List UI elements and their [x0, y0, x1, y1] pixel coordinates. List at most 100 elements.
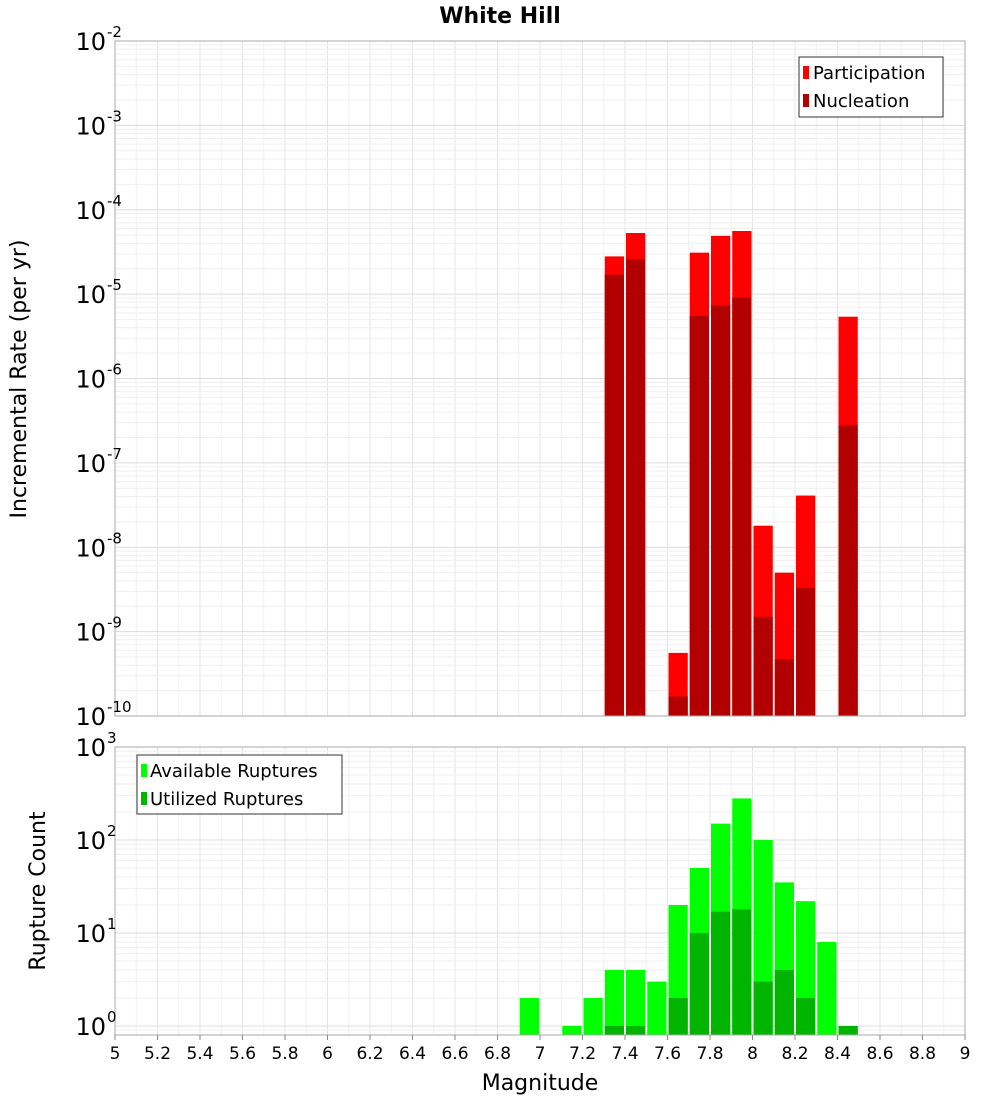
- x-tick-label: 8.4: [824, 1044, 851, 1064]
- x-tick-label: 8: [747, 1044, 758, 1064]
- x-tick-label: 8.2: [781, 1044, 808, 1064]
- x-tick-label: 7: [535, 1044, 546, 1064]
- count-available-ruptures-bar: [583, 997, 603, 1035]
- rate-y-tick: 10 -7: [75, 445, 122, 478]
- rate-y-tick: 10 -5: [75, 276, 122, 309]
- count-utilized-ruptures-bar: [689, 932, 709, 1035]
- count-available-ruptures-bar: [647, 981, 667, 1035]
- count-y-axis-label: Rupture Count: [26, 811, 51, 971]
- count-utilized-ruptures-bar: [668, 997, 688, 1035]
- legend-swatch-nucleation: [803, 94, 809, 107]
- rate-plot-frame: [114, 40, 966, 717]
- count-utilized-ruptures-bar: [753, 981, 773, 1035]
- legend-swatch-utilized: [141, 792, 147, 805]
- rate-y-tick: 10 -6: [75, 361, 122, 394]
- rate-legend: Participation Nucleation: [798, 56, 944, 118]
- rate-nucleation-bar: [668, 696, 688, 716]
- rate-nucleation-bar: [626, 259, 646, 716]
- count-utilized-ruptures-bar: [732, 909, 752, 1035]
- x-tick-label: 6.4: [399, 1044, 426, 1064]
- y-tick-base: 10: [75, 281, 106, 309]
- y-tick-base: 10: [75, 28, 106, 56]
- x-tick-label: 5.6: [229, 1044, 256, 1064]
- y-tick-exponent: 3: [107, 729, 117, 747]
- x-tick-label: 5.2: [144, 1044, 171, 1064]
- rate-y-tick: 10 -3: [75, 107, 122, 140]
- y-tick-exponent: -8: [107, 529, 122, 547]
- legend-label-participation: Participation: [813, 63, 925, 84]
- x-tick-label: 9: [960, 1044, 971, 1064]
- y-tick-base: 10: [75, 920, 106, 948]
- count-legend: Available Ruptures Utilized Ruptures: [136, 754, 343, 815]
- count-y-tick: 10 2: [75, 822, 116, 855]
- count-y-tick: 10 0: [75, 1008, 116, 1041]
- count-utilized-ruptures-bar: [796, 997, 816, 1035]
- rate-y-tick: 10 -9: [75, 614, 122, 647]
- rate-nucleation-bar: [689, 316, 709, 716]
- rate-plot-y-ticks: 10-210-310-410-510-610-710-810-910-10: [75, 23, 131, 731]
- y-tick-base: 10: [75, 703, 106, 731]
- rate-nucleation-bar: [711, 305, 731, 716]
- y-tick-exponent: -2: [107, 23, 122, 41]
- chart-title: White Hill: [439, 4, 561, 29]
- y-tick-exponent: -10: [107, 698, 132, 716]
- rate-nucleation-bar: [604, 274, 624, 716]
- rate-plot-grid: [114, 40, 966, 717]
- y-tick-base: 10: [75, 534, 106, 562]
- rate-nucleation-bar: [838, 425, 858, 716]
- legend-swatch-participation: [803, 66, 809, 79]
- x-tick-label: 5.4: [186, 1044, 213, 1064]
- count-utilized-ruptures-bar: [626, 1025, 646, 1035]
- count-available-ruptures-bar: [562, 1025, 582, 1035]
- rate-y-tick: 10 -2: [75, 23, 122, 56]
- y-tick-exponent: -9: [107, 614, 122, 632]
- rate-plot-bars: [604, 230, 858, 716]
- x-tick-label: 7.8: [696, 1044, 723, 1064]
- count-y-tick: 10 3: [75, 729, 116, 762]
- x-tick-label: 6.2: [356, 1044, 383, 1064]
- x-axis-label: Magnitude: [482, 1071, 599, 1096]
- y-tick-base: 10: [75, 112, 106, 140]
- x-tick-label: 8.8: [909, 1044, 936, 1064]
- y-tick-exponent: 0: [107, 1008, 117, 1026]
- x-tick-label: 7.6: [654, 1044, 681, 1064]
- legend-label-utilized: Utilized Ruptures: [150, 789, 303, 810]
- y-tick-exponent: 2: [107, 822, 117, 840]
- count-utilized-ruptures-bar: [604, 1025, 624, 1035]
- y-tick-base: 10: [75, 827, 106, 855]
- y-tick-base: 10: [75, 366, 106, 394]
- y-tick-exponent: -3: [107, 107, 122, 125]
- count-available-ruptures-bar: [817, 942, 837, 1035]
- count-available-ruptures-bar: [519, 997, 539, 1035]
- y-tick-base: 10: [75, 1013, 106, 1041]
- magnitude-x-ticks: 5 5.2 5.4 5.6 5.8 6 6.2 6.4 6.6 6.8 7 7.2 7.4 7.6 7.8 8…: [110, 1035, 971, 1064]
- rate-y-tick: 10 -4: [75, 192, 122, 225]
- x-tick-label: 6: [322, 1044, 333, 1064]
- rate-nucleation-bar: [753, 616, 773, 716]
- count-utilized-ruptures-bar: [838, 1025, 858, 1035]
- y-tick-base: 10: [75, 734, 106, 762]
- y-tick-exponent: 1: [107, 915, 117, 933]
- rate-nucleation-bar: [732, 297, 752, 716]
- rate-y-tick: 10 -8: [75, 529, 122, 562]
- count-available-ruptures-bar: [604, 969, 624, 1035]
- count-legend-box: [136, 754, 343, 815]
- y-tick-exponent: -6: [107, 361, 122, 379]
- y-tick-exponent: -7: [107, 445, 122, 463]
- count-utilized-ruptures-bar: [711, 911, 731, 1035]
- x-tick-label: 6.6: [441, 1044, 468, 1064]
- x-tick-label: 6.8: [484, 1044, 511, 1064]
- count-plot-bars: [519, 798, 858, 1035]
- y-tick-base: 10: [75, 450, 106, 478]
- x-tick-label: 5: [110, 1044, 121, 1064]
- x-tick-label: 5.8: [271, 1044, 298, 1064]
- x-tick-label: 8.6: [866, 1044, 893, 1064]
- rate-plot-panel: 10-210-310-410-510-610-710-810-910-10 In…: [7, 23, 966, 731]
- y-tick-base: 10: [75, 197, 106, 225]
- legend-swatch-available: [141, 764, 147, 777]
- y-tick-exponent: -4: [107, 192, 122, 210]
- legend-label-nucleation: Nucleation: [813, 91, 909, 112]
